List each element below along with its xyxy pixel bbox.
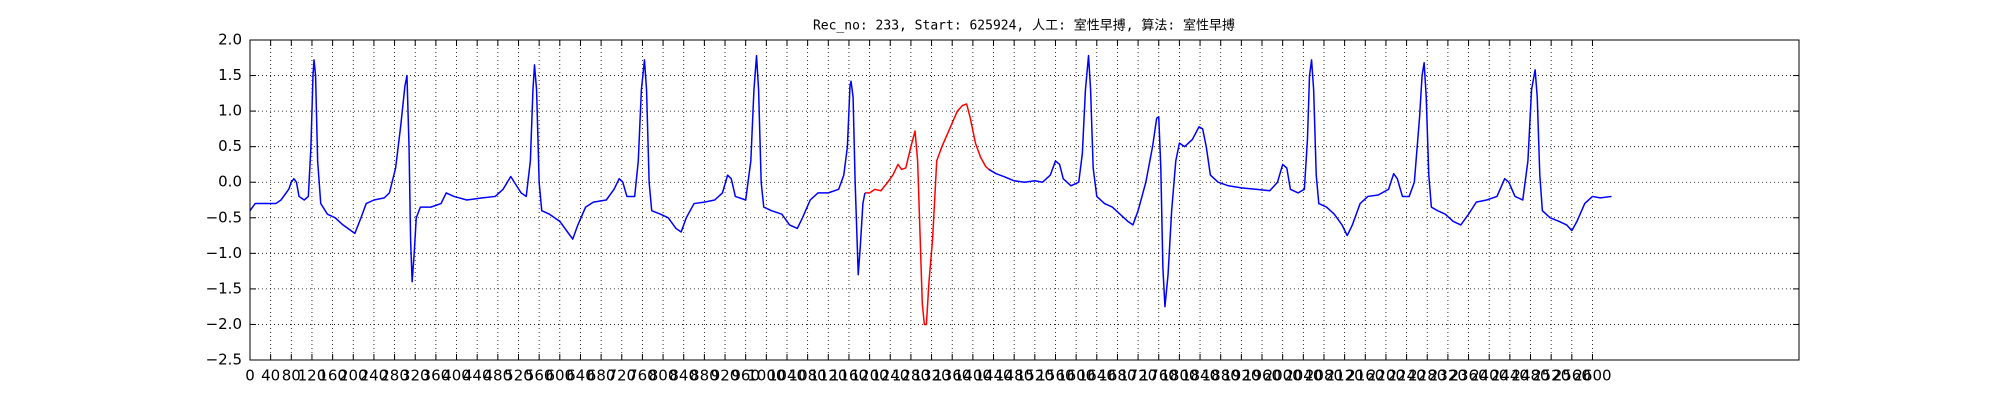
signal-line (864, 103, 990, 326)
y-tick-label: −2.5 (206, 351, 242, 369)
x-tick-label: 40 (261, 367, 280, 385)
x-tick-label: 1800 (1160, 367, 1198, 385)
x-tick-label: 880 (690, 367, 719, 385)
x-tick-label: 2240 (1387, 367, 1425, 385)
x-tick-label: 440 (463, 367, 492, 385)
x-tick-label: 2520 (1532, 367, 1570, 385)
y-tick-label: 0.0 (218, 173, 242, 191)
x-tick-label: 2120 (1326, 367, 1364, 385)
x-tick-label: 1920 (1222, 367, 1260, 385)
x-tick-label: 1640 (1078, 367, 1116, 385)
x-tick-label: 1760 (1140, 367, 1178, 385)
x-tick-label: 400 (442, 367, 471, 385)
x-tick-label: 1720 (1119, 367, 1157, 385)
x-tick-label: 1360 (933, 367, 971, 385)
y-tick-label: −1.0 (206, 244, 242, 262)
x-tick-label: 240 (360, 367, 389, 385)
x-tick-label: 680 (587, 367, 616, 385)
x-tick-label: 200 (339, 367, 368, 385)
x-tick-label: 1120 (809, 367, 847, 385)
y-tick-label: 0.5 (218, 137, 242, 155)
x-tick-label: 1000 (747, 367, 785, 385)
x-tick-label: 280 (380, 367, 409, 385)
x-tick-label: 480 (484, 367, 513, 385)
x-tick-label: 960 (731, 367, 760, 385)
x-tick-label: 360 (422, 367, 451, 385)
x-tick-label: 1600 (1057, 367, 1095, 385)
x-tick-label: 1680 (1098, 367, 1136, 385)
x-tick-label: 1160 (830, 367, 868, 385)
x-tick-label: 640 (566, 367, 595, 385)
signal-line (249, 54, 866, 283)
x-tick-label: 920 (711, 367, 740, 385)
x-tick-label: 560 (525, 367, 554, 385)
x-tick-label: 2360 (1449, 367, 1487, 385)
y-tick-label: −2.0 (206, 315, 242, 333)
x-tick-label: 2560 (1553, 367, 1591, 385)
x-tick-label: 320 (401, 367, 430, 385)
x-tick-label: 2280 (1408, 367, 1446, 385)
x-tick-label: 120 (298, 367, 327, 385)
y-tick-label: 2.0 (218, 31, 242, 49)
x-tick-label: 1320 (912, 367, 950, 385)
x-tick-label: 2320 (1429, 367, 1467, 385)
x-tick-label: 2000 (1264, 367, 1302, 385)
x-tick-label: 840 (669, 367, 698, 385)
x-tick-label: 1960 (1243, 367, 1281, 385)
x-tick-label: 80 (282, 367, 301, 385)
x-tick-label: 0 (245, 367, 255, 385)
plot-frame (249, 39, 1800, 361)
x-tick-label: 1200 (851, 367, 889, 385)
x-tick-label: 2480 (1511, 367, 1549, 385)
x-tick-label: 1520 (1016, 367, 1054, 385)
x-tick-label: 1080 (789, 367, 827, 385)
y-tick-label: 1.0 (218, 102, 242, 120)
x-tick-label: 2160 (1346, 367, 1384, 385)
x-tick-label: 1240 (871, 367, 909, 385)
x-tick-label: 600 (545, 367, 574, 385)
x-tick-label: 2600 (1573, 367, 1611, 385)
x-tick-label: 1040 (768, 367, 806, 385)
x-tick-label: 1280 (892, 367, 930, 385)
x-tick-label: 2200 (1367, 367, 1405, 385)
x-tick-label: 160 (318, 367, 347, 385)
x-tick-label: 2080 (1305, 367, 1343, 385)
x-tick-label: 2400 (1470, 367, 1508, 385)
x-tick-label: 2040 (1284, 367, 1322, 385)
y-tick-label: −1.5 (206, 279, 242, 297)
x-tick-label: 2440 (1491, 367, 1529, 385)
chart-title: Rec_no: 233, Start: 625924, 人工: 室性早搏, 算法… (813, 18, 1235, 34)
x-tick-label: 1880 (1202, 367, 1240, 385)
x-tick-label: 520 (504, 367, 533, 385)
x-tick-label: 1840 (1181, 367, 1219, 385)
x-tick-label: 800 (649, 367, 678, 385)
x-tick-label: 1440 (974, 367, 1012, 385)
x-tick-label: 720 (607, 367, 636, 385)
y-tick-label: −0.5 (206, 208, 242, 226)
x-tick-label: 1400 (954, 367, 992, 385)
y-tick-label: 1.5 (218, 66, 242, 84)
signal-line (988, 54, 1612, 308)
x-tick-label: 1480 (995, 367, 1033, 385)
x-tick-label: 760 (628, 367, 657, 385)
x-tick-label: 1560 (1036, 367, 1074, 385)
